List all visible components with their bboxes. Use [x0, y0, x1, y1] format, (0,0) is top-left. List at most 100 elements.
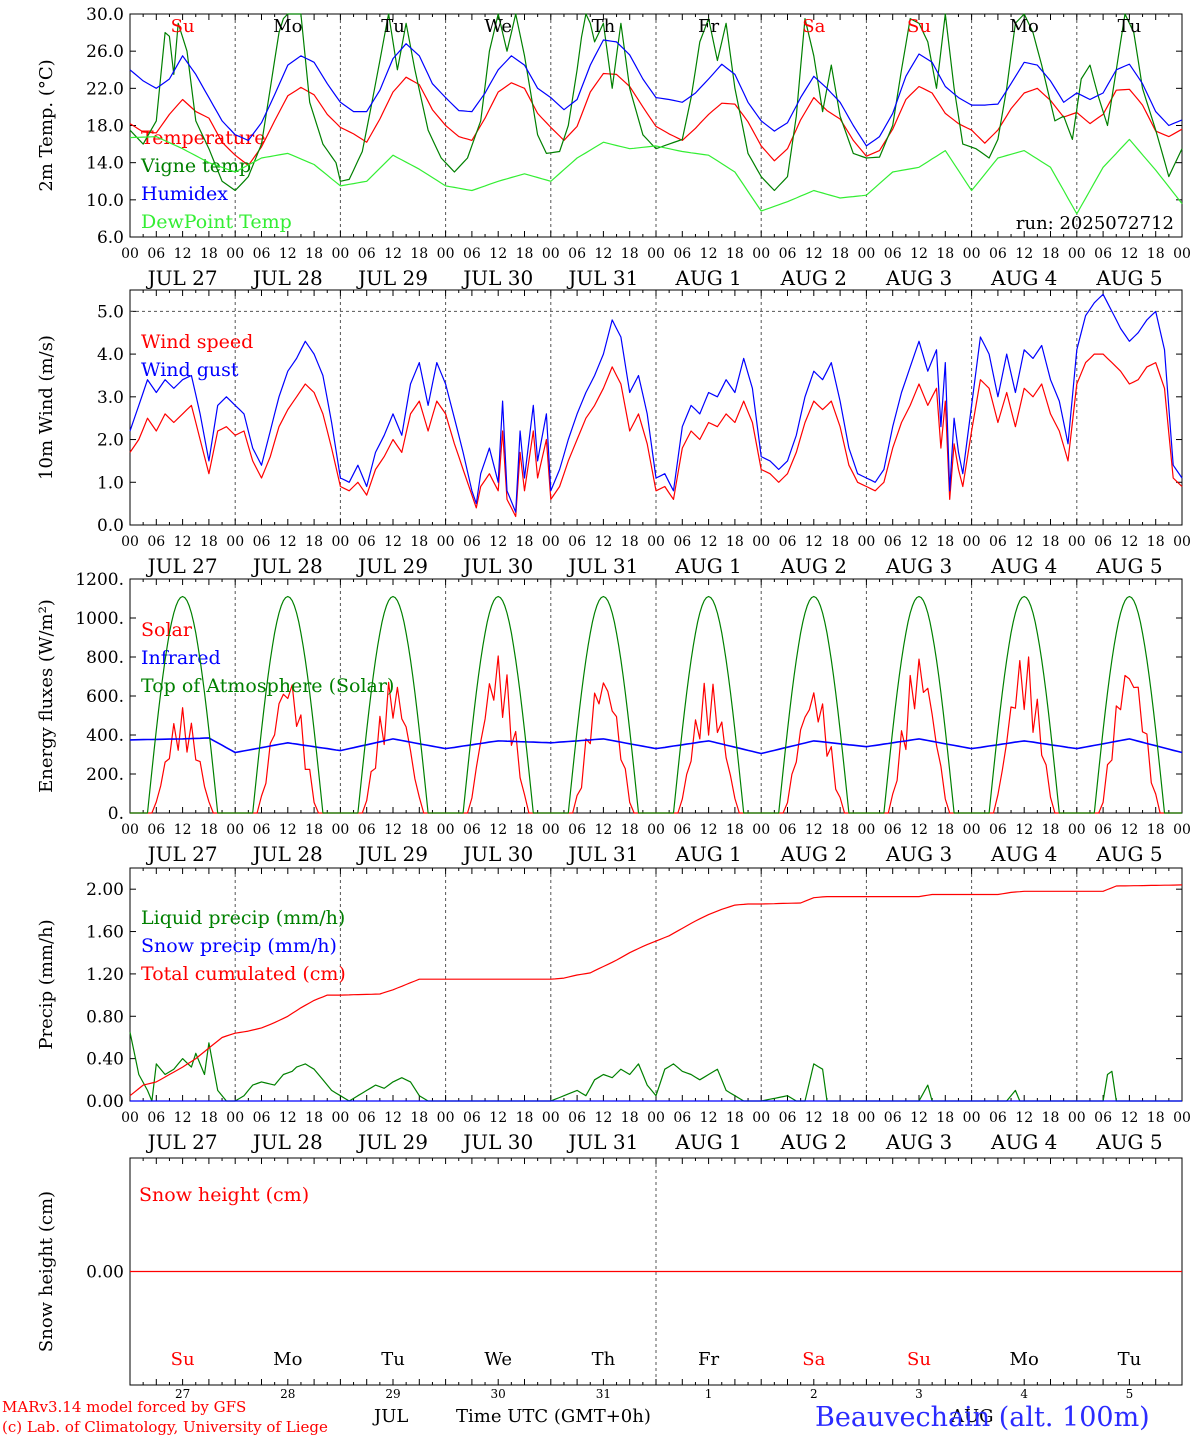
weekday-label: Su [907, 16, 931, 37]
precip-hour-label: 00 [542, 1110, 560, 1126]
energy-hour-label: 12 [1120, 822, 1138, 838]
precip-date-label: JUL 29 [356, 1130, 428, 1154]
wind-hour-label: 00 [121, 534, 139, 550]
wind-hour-label: 06 [463, 534, 481, 550]
precip-date-label: AUG 3 [885, 1130, 952, 1154]
energy-hour-label: 00 [437, 822, 455, 838]
energy-hour-label: 12 [700, 822, 718, 838]
precip-hour-label: 18 [1147, 1110, 1165, 1126]
snow-legend-label: Snow height (cm) [139, 1184, 309, 1206]
energy-date-label: AUG 4 [990, 842, 1057, 866]
temperature-hour-label: 12 [489, 246, 507, 262]
precip-hour-label: 00 [752, 1110, 770, 1126]
precip-hour-label: 06 [568, 1110, 586, 1126]
temperature-hour-label: 06 [779, 246, 797, 262]
energy-hour-label: 06 [253, 822, 271, 838]
precip-hour-label: 00 [121, 1110, 139, 1126]
snow-date-number: 3 [915, 1387, 923, 1401]
precip-ytick-label: 0.00 [86, 1092, 124, 1112]
wind-hour-label: 12 [174, 534, 192, 550]
temperature-hour-label: 06 [463, 246, 481, 262]
precip-hour-label: 00 [857, 1110, 875, 1126]
precip-hour-label: 06 [1094, 1110, 1112, 1126]
weekday-label: Sa [802, 16, 825, 37]
wind-hour-label: 00 [857, 534, 875, 550]
temperature-hour-label: 18 [200, 246, 218, 262]
energy-hour-label: 12 [1015, 822, 1033, 838]
wind-date-label: AUG 1 [674, 554, 741, 578]
station-label: Beauvechain (alt. 100m) [815, 1402, 1150, 1433]
wind-hour-label: 18 [305, 534, 323, 550]
precip-hour-label: 06 [779, 1110, 797, 1126]
temperature-dewpoint-temp-line [129, 136, 1183, 215]
temperature-hour-label: 12 [384, 246, 402, 262]
energy-ytick-label: 200. [86, 765, 124, 785]
precip-hour-label: 12 [910, 1110, 928, 1126]
wind-hour-label: 06 [779, 534, 797, 550]
temperature-run-label: run: 2025072712 [1016, 213, 1174, 234]
snow-date-number: 30 [491, 1387, 506, 1401]
weekday-label: We [484, 16, 512, 37]
temperature-date-label: JUL 27 [146, 266, 218, 290]
weekday-label: Su [171, 16, 195, 37]
precip-hour-label: 06 [358, 1110, 376, 1126]
wind-hour-label: 00 [1068, 534, 1086, 550]
precip-hour-label: 18 [936, 1110, 954, 1126]
energy-hour-label: 12 [384, 822, 402, 838]
temperature-date-label: JUL 31 [566, 266, 638, 290]
wind-date-label: AUG 4 [990, 554, 1057, 578]
temperature-hour-label: 12 [700, 246, 718, 262]
energy-ytick-label: 600. [86, 687, 124, 707]
temperature-ytick-label: 10.0 [86, 191, 124, 211]
energy-hour-label: 18 [410, 822, 428, 838]
temperature-date-label: JUL 30 [461, 266, 533, 290]
wind-ylabel: 10m Wind (m/s) [36, 335, 57, 480]
precip-hour-label: 18 [726, 1110, 744, 1126]
energy-ytick-label: 1000. [75, 609, 124, 629]
wind-hour-label: 00 [226, 534, 244, 550]
wind-hour-label: 18 [621, 534, 639, 550]
wind-ytick-label: 0.0 [97, 516, 124, 536]
temperature-hour-label: 18 [831, 246, 849, 262]
energy-hour-label: 06 [147, 822, 165, 838]
snow-date-number: 4 [1020, 1387, 1028, 1401]
energy-date-label: AUG 2 [780, 842, 847, 866]
energy-hour-label: 18 [1147, 822, 1165, 838]
wind-hour-label: 18 [410, 534, 428, 550]
precip-ytick-label: 0.40 [86, 1050, 124, 1070]
energy-hour-label: 12 [805, 822, 823, 838]
snow-weekday-label: Sa [802, 1349, 825, 1370]
energy-hour-label: 18 [516, 822, 534, 838]
lab-credit: (c) Lab. of Climatology, University of L… [2, 1418, 328, 1436]
snow-date-number: 1 [705, 1387, 713, 1401]
temperature-date-label: AUG 3 [885, 266, 952, 290]
temperature-date-label: AUG 2 [780, 266, 847, 290]
wind-hour-label: 12 [489, 534, 507, 550]
precip-date-label: JUL 28 [251, 1130, 323, 1154]
energy-hour-label: 00 [752, 822, 770, 838]
energy-hour-label: 12 [910, 822, 928, 838]
wind-hour-label: 12 [384, 534, 402, 550]
month-label-aug: AUG [951, 1406, 994, 1427]
temperature-ylabel: 2m Temp. (°C) [36, 59, 57, 191]
precip-date-label: AUG 4 [990, 1130, 1057, 1154]
wind-hour-label: 18 [1042, 534, 1060, 550]
temperature-hour-label: 00 [752, 246, 770, 262]
energy-hour-label: 18 [936, 822, 954, 838]
wind-hour-label: 18 [831, 534, 849, 550]
wind-hour-label: 06 [1094, 534, 1112, 550]
temperature-hour-label: 18 [936, 246, 954, 262]
snow-date-number: 29 [385, 1387, 400, 1401]
energy-legend-label: Solar [141, 619, 193, 641]
temperature-hour-label: 00 [963, 246, 981, 262]
precip-hour-label: 00 [647, 1110, 665, 1126]
energy-ytick-label: 800. [86, 648, 124, 668]
precip-hour-label: 12 [489, 1110, 507, 1126]
temperature-hour-label: 18 [726, 246, 744, 262]
temperature-date-label: AUG 5 [1095, 266, 1162, 290]
temperature-date-label: JUL 29 [356, 266, 428, 290]
snow-date-number: 28 [280, 1387, 295, 1401]
energy-hour-label: 06 [568, 822, 586, 838]
temperature-hour-label: 12 [805, 246, 823, 262]
temperature-hour-label: 00 [1068, 246, 1086, 262]
